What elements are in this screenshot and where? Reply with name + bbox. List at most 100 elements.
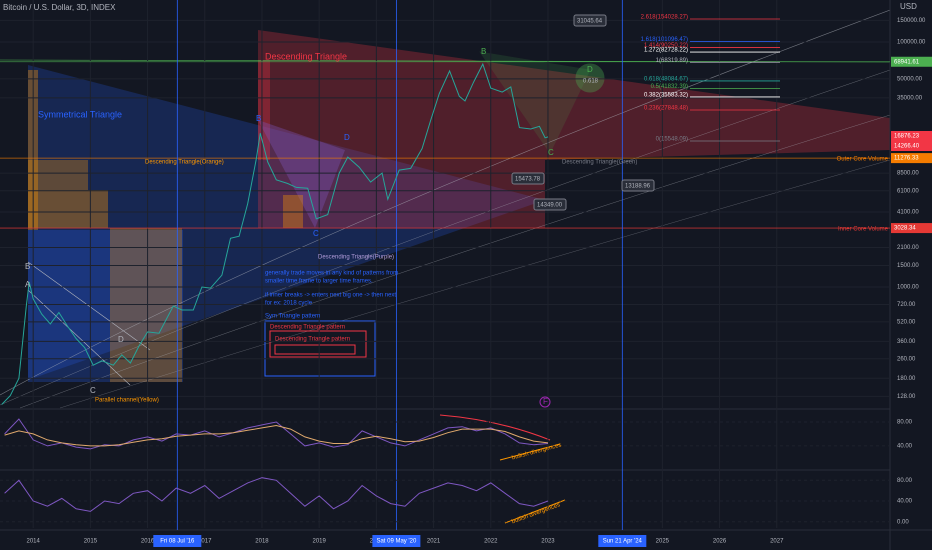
fib-label: 0.5(41832.39) <box>651 84 688 90</box>
divergence-line <box>504 499 566 524</box>
x-tick-label: 2026 <box>713 539 727 545</box>
axis-tag-label: 14266.40 <box>894 144 920 150</box>
fib-label: 0(15548.09) <box>656 137 688 143</box>
y-tick-label: 720.00 <box>897 302 916 308</box>
y-tick-label: 40.00 <box>897 443 913 449</box>
x-tick-label: 2017 <box>198 539 212 545</box>
wave-label: F <box>543 397 548 406</box>
price-box-label: 13188.96 <box>625 184 651 190</box>
date-label: Fri 08 Jul '16 <box>160 539 195 545</box>
purple-triangle <box>258 120 345 228</box>
divergence-line <box>439 414 551 441</box>
date-tag <box>153 535 202 547</box>
x-tick-label: 2027 <box>770 539 784 545</box>
series-line <box>4 424 549 447</box>
y-tick-label: 1000.00 <box>897 285 919 291</box>
wave-label: B <box>481 47 486 56</box>
y-tick-label: 8500.00 <box>897 171 919 177</box>
symmetrical-triangle <box>28 65 545 380</box>
ratio-label: 0.618 <box>583 79 599 85</box>
fib-label: 1.414(90250.22) <box>644 43 688 49</box>
x-tick-label: 2015 <box>84 539 98 545</box>
wave-label: D <box>587 65 593 74</box>
channel-line <box>27 289 131 386</box>
price-box <box>533 198 567 211</box>
fib-label: 1.618(101096.47) <box>641 37 688 43</box>
y-tick-label: 80.00 <box>897 420 913 426</box>
y-tick-label: 520.00 <box>897 319 916 325</box>
pattern-label: Descending Triangle(Green) <box>562 160 637 166</box>
wave-label: D <box>118 335 124 344</box>
wave-label: C <box>90 386 96 395</box>
date-label: Sat 09 May '20 <box>376 539 416 545</box>
y-tick-label: 2100.00 <box>897 245 919 251</box>
fib-label: 2.618(154028.27) <box>641 15 688 21</box>
wave-label: C <box>313 229 319 238</box>
fan-line <box>0 69 891 406</box>
wave-labels: B B D C C B A D C D F <box>25 47 593 408</box>
level-tag-label: 68941.61 <box>894 59 920 65</box>
note: smaller time frame to larger time frames… <box>265 279 373 285</box>
y-tick-label: 180.00 <box>897 376 916 382</box>
level-tag-label: 11276.33 <box>894 156 919 162</box>
pattern-label: Symmetrical Triangle <box>38 109 122 119</box>
y-tick-label: 260.00 <box>897 356 916 362</box>
wave-label: B <box>256 114 261 123</box>
volume-profile <box>28 190 108 228</box>
header: Bitcoin / U.S. Dollar, 3D, INDEX <box>3 3 116 12</box>
x-tick-label: 2025 <box>656 539 670 545</box>
y-tick-label: 40.00 <box>897 499 913 505</box>
y-tick-label: 6100.00 <box>897 188 919 194</box>
fan-line <box>59 159 891 409</box>
date-tag <box>598 535 647 547</box>
note: if inner breaks -> enters next big one -… <box>265 293 396 299</box>
fan-line <box>0 9 891 396</box>
note: for ex: 2018 cycle <box>265 301 313 307</box>
x-tick-label: 2022 <box>484 539 498 545</box>
price-box-label: 31045.64 <box>577 19 603 25</box>
y-tick-label: 4100.00 <box>897 210 919 216</box>
legend-text: Sym Triangle pattern <box>265 314 320 320</box>
legend-box <box>274 344 356 355</box>
pattern-label: Descending Triangle(Purple) <box>318 255 394 261</box>
axis-tag <box>891 141 932 151</box>
fan-line <box>19 114 891 409</box>
event-icon <box>539 396 551 408</box>
level-tag-label: 3028.34 <box>894 226 916 232</box>
axis-tag <box>891 131 932 141</box>
price-box <box>511 172 545 185</box>
fib-label: 0.236(27848.48) <box>644 106 688 112</box>
legend-box <box>269 330 367 358</box>
pattern-label: Descending Triangle <box>265 51 347 61</box>
series-line <box>4 477 549 512</box>
channel-line <box>27 261 151 351</box>
wave-label: A <box>25 280 31 289</box>
wave-label: D <box>344 133 350 142</box>
volume-profile <box>28 160 88 190</box>
y-tick-label: 150000.00 <box>897 18 926 24</box>
legend-text: Descending Triangle pattern <box>275 337 350 343</box>
y-tick-label: 360.00 <box>897 339 916 345</box>
level-tag <box>891 56 932 67</box>
date-tag <box>372 535 421 547</box>
y-tick-label: 100000.00 <box>897 40 926 46</box>
price-box <box>573 14 607 27</box>
x-tick-label: 2014 <box>26 539 40 545</box>
level-tag <box>891 153 932 164</box>
legend-text: Descending Triangle pattern <box>270 325 345 331</box>
level-tag <box>891 223 932 234</box>
pattern-label: Descending Triangle(Orange) <box>145 160 224 166</box>
y-tick-label: 128.00 <box>897 394 916 400</box>
x-tick-label: 2023 <box>541 539 555 545</box>
fib-label: 1(68319.89) <box>656 58 688 64</box>
note: generally trade moves in any kind of pat… <box>265 271 398 277</box>
y-tick-label: 35000.00 <box>897 95 923 101</box>
price-box-label: 15473.78 <box>515 177 541 183</box>
axis-tag-label: 16876.23 <box>894 134 920 140</box>
y-tick-label: 1500.00 <box>897 263 919 269</box>
pattern-label: Parallel channel(Yellow) <box>95 398 159 404</box>
price-box-label: 14349.00 <box>537 203 563 209</box>
price-boxes: 31045.64 15473.78 14349.00 13188.96 <box>511 14 655 211</box>
wave-label: B <box>25 262 30 271</box>
